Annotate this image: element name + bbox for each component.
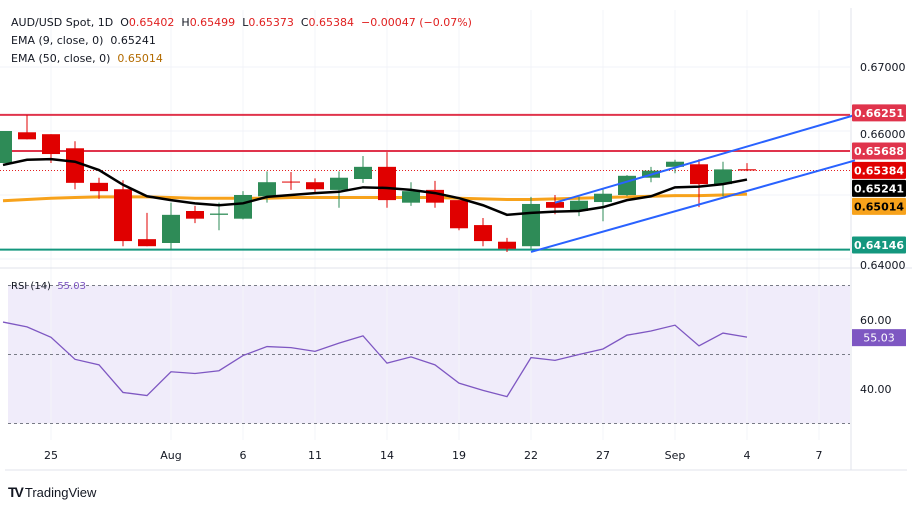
- ema50-label: EMA (50, close, 0): [11, 52, 111, 65]
- candle-bearish: [66, 148, 84, 183]
- candle-bullish: [594, 193, 612, 203]
- candle-bearish: [378, 166, 396, 201]
- date-tick-label: 22: [524, 449, 538, 462]
- high-label: H: [181, 16, 190, 29]
- rsi-tick-label: 60.00: [860, 314, 892, 327]
- low-label: L: [242, 16, 249, 29]
- close-value: 0.65384: [308, 16, 355, 29]
- tradingview-logo: TV TradingView: [8, 484, 96, 500]
- candle-bearish: [186, 211, 204, 219]
- candle-bearish: [90, 182, 108, 192]
- ema9-label: EMA (9, close, 0): [11, 34, 104, 47]
- candle-bearish: [498, 241, 516, 249]
- candle-bullish: [666, 161, 684, 167]
- candle-bearish: [114, 189, 132, 242]
- date-tick-label: 19: [452, 449, 466, 462]
- channel-upper-line: [554, 114, 856, 204]
- date-tick-label: 11: [308, 449, 322, 462]
- date-tick-label: Aug: [160, 449, 181, 462]
- symbol-legend: AUD/USD Spot, 1D O0.65402 H0.65499 L0.65…: [11, 16, 472, 29]
- tradingview-logo-text: TradingView: [24, 484, 97, 500]
- candle-bearish: [138, 239, 156, 247]
- price-tick-label: 0.64000: [860, 259, 906, 272]
- rsi-value: 55.03: [57, 281, 86, 292]
- symbol-title: AUD/USD Spot, 1D: [11, 16, 114, 29]
- rsi-line: [2, 321, 748, 398]
- candle-bullish: [618, 175, 636, 195]
- change-value: −0.00047 (−0.07%): [361, 16, 472, 29]
- price-tick-label: 0.66000: [860, 128, 906, 141]
- date-tick-label: 7: [816, 449, 823, 462]
- level-label-64146-bg: [852, 236, 906, 254]
- level-label-66251-bg: [852, 104, 906, 122]
- ema9-price-label: 0.65241: [854, 182, 904, 195]
- candle-bullish: [258, 182, 276, 197]
- channel-lower-line: [530, 159, 856, 253]
- candle-bearish: [18, 132, 36, 140]
- candle-bearish: [282, 181, 300, 183]
- date-tick-label: 25: [44, 449, 58, 462]
- rsi-label: RSI (14): [11, 281, 51, 292]
- tradingview-logo-icon: TV: [8, 484, 24, 500]
- date-tick-label: Sep: [665, 449, 686, 462]
- candle-bullish: [234, 195, 252, 219]
- candle-bearish: [474, 225, 492, 242]
- ema50-value: 0.65014: [117, 52, 163, 65]
- level-label-64146: 0.64146: [854, 239, 904, 252]
- candle-bullish: [210, 213, 228, 215]
- ema9-price-label-bg: [852, 179, 906, 197]
- candle-bearish: [450, 200, 468, 229]
- candle-bearish: [690, 164, 708, 185]
- candle-bullish: [522, 203, 540, 247]
- level-label-65688: 0.65688: [854, 145, 904, 158]
- open-label: O: [120, 16, 129, 29]
- date-tick-label: 14: [380, 449, 394, 462]
- rsi-last-label-bg: [852, 329, 906, 347]
- candle-bullish: [354, 166, 372, 179]
- low-value: 0.65373: [248, 16, 294, 29]
- close-label: C: [300, 16, 309, 29]
- candle-bullish: [330, 177, 348, 190]
- ema50-price-label: 0.65014: [854, 200, 904, 213]
- candle-bullish: [0, 131, 12, 163]
- level-label-65688-bg: [852, 142, 906, 160]
- candle-bearish: [42, 134, 60, 155]
- rsi-legend[interactable]: RSI (14) 55.03: [11, 281, 86, 292]
- candle-bullish: [714, 169, 732, 185]
- candle-bearish: [306, 182, 324, 190]
- rsi-tick-label: 40.00: [860, 383, 892, 396]
- date-tick-label: 4: [744, 449, 751, 462]
- candle-bullish: [570, 200, 588, 211]
- candle-bearish: [738, 169, 756, 171]
- date-tick-label: 6: [240, 449, 247, 462]
- ema50-legend[interactable]: EMA (50, close, 0) 0.65014: [11, 52, 163, 65]
- candle-bearish: [546, 202, 564, 208]
- ema50-price-label-bg: [852, 197, 906, 215]
- high-value: 0.65499: [189, 16, 236, 29]
- ema9-legend[interactable]: EMA (9, close, 0) 0.65241: [11, 34, 156, 47]
- last-price-label: 0.65384: [854, 164, 904, 177]
- level-label-66251: 0.66251: [854, 107, 904, 120]
- date-tick-label: 27: [596, 449, 610, 462]
- price-tick-label: 0.67000: [860, 61, 906, 74]
- last-price-label-bg: [852, 161, 906, 179]
- candle-bullish: [402, 191, 420, 203]
- ema9-line: [2, 157, 748, 217]
- open-value: 0.65402: [128, 16, 175, 29]
- rsi-last-label: 55.03: [863, 332, 895, 345]
- ema9-value: 0.65241: [110, 34, 156, 47]
- candle-bullish: [162, 214, 180, 243]
